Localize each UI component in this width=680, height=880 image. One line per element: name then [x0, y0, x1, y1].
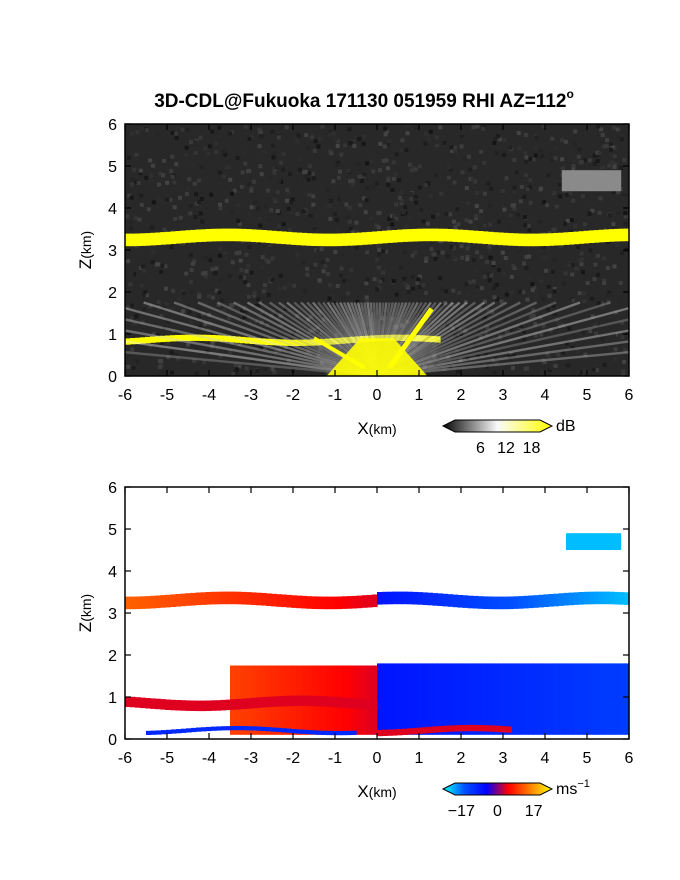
velocity-feature-layer-4 [125, 695, 378, 712]
velocity-y-tick-label: 3 [108, 606, 117, 623]
snr-y-tick-label: 0 [108, 369, 117, 386]
snr-x-tick-label: 2 [457, 387, 466, 404]
snr-x-axis-unit: (km) [369, 421, 397, 437]
velocity-x-axis-label: X(km) [357, 782, 396, 801]
snr-y-axis: 0 1 2 3 4 5 6 [108, 117, 629, 386]
velocity-x-tick-label: 3 [499, 750, 508, 767]
velocity-colorbar: ms−1 −17 0 17 [441, 778, 590, 820]
velocity-x-tick-label: 1 [415, 750, 424, 767]
snr-colorbar-tick-label: 18 [523, 440, 541, 457]
snr-x-tick-label: 0 [373, 387, 382, 404]
snr-y-tick-label: 6 [108, 117, 117, 134]
snr-colorbar-unit: dB [556, 418, 576, 435]
velocity-x-tick-label: -4 [202, 750, 216, 767]
snr-x-tick-label: -2 [286, 387, 300, 404]
velocity-x-tick-label: 4 [541, 750, 550, 767]
velocity-x-tick-label: 5 [583, 750, 592, 767]
snr-feature-layer-0 [125, 228, 630, 247]
velocity-feature-layer-6 [146, 726, 357, 736]
velocity-x-axis-unit: (km) [369, 784, 397, 800]
velocity-feature-region-3 [377, 663, 630, 735]
snr-image [124, 124, 630, 378]
snr-x-tick-label: -1 [328, 387, 342, 404]
velocity-feature-layer-1 [377, 591, 630, 610]
velocity-y-tick-label: 1 [108, 690, 117, 707]
snr-x-tick-label: -4 [202, 387, 216, 404]
snr-x-tick-label: 1 [415, 387, 424, 404]
snr-x-tick-label: 5 [583, 387, 592, 404]
snr-colorbar-tick-label: 6 [476, 440, 485, 457]
snr-x-axis-label: X(km) [357, 419, 396, 438]
velocity-colorbar-tick-label: −17 [448, 803, 475, 820]
snr-y-tick-label: 3 [108, 243, 117, 260]
snr-y-tick-label: 5 [108, 159, 117, 176]
velocity-feature-layer-0 [125, 591, 378, 610]
velocity-colorbar-bar [441, 782, 554, 796]
velocity-y-axis-label: Z(km) [76, 594, 95, 632]
velocity-y-tick-label: 5 [108, 522, 117, 539]
velocity-x-tick-label: -3 [244, 750, 258, 767]
snr-y-axis-label: Z(km) [76, 231, 95, 269]
snr-colorbar-bar [441, 419, 554, 433]
snr-x-tick-label: 3 [499, 387, 508, 404]
velocity-x-tick-label: -5 [160, 750, 174, 767]
snr-y-axis-unit: (km) [78, 231, 94, 259]
snr-colorbar-tick-label: 12 [497, 440, 515, 457]
velocity-x-tick-label: -2 [286, 750, 300, 767]
velocity-feature-layer-5 [377, 724, 512, 737]
velocity-x-tick-label: -6 [118, 750, 132, 767]
velocity-feature-patch-7 [566, 533, 622, 550]
snr-x-tick-label: -3 [244, 387, 258, 404]
snr-y-tick-label: 2 [108, 285, 117, 302]
velocity-y-tick-label: 0 [108, 732, 117, 749]
velocity-colorbar-tick-label: 0 [493, 803, 502, 820]
velocity-y-axis-unit: (km) [78, 594, 94, 622]
velocity-colorbar-tick-label: 17 [525, 803, 543, 820]
snr-x-axis: -6 -5 -4 -3 -2 -1 0 1 2 3 4 5 6 [118, 124, 634, 404]
snr-feature-fan-2 [124, 301, 630, 378]
snr-x-tick-label: 6 [625, 387, 634, 404]
snr-noise [125, 124, 629, 376]
velocity-y-tick-label: 4 [108, 564, 117, 581]
figure-title: 3D-CDL@Fukuoka 171130 051959 RHI AZ=112o [154, 87, 574, 112]
velocity-colorbar-unit: ms−1 [556, 778, 590, 798]
velocity-x-axis: -6 -5 -4 -3 -2 -1 0 1 2 3 4 5 6 [118, 487, 634, 767]
velocity-x-tick-label: -1 [328, 750, 342, 767]
velocity-image [125, 487, 630, 739]
snr-x-tick-label: -6 [118, 387, 132, 404]
velocity-x-tick-label: 2 [457, 750, 466, 767]
snr-colorbar: dB 6 12 18 [441, 418, 576, 457]
title-superscript: o [566, 87, 573, 101]
snr-x-tick-label: 4 [541, 387, 550, 404]
snr-x-tick-label: -5 [160, 387, 174, 404]
velocity-x-tick-label: 0 [373, 750, 382, 767]
velocity-y-tick-label: 2 [108, 648, 117, 665]
snr-y-tick-label: 1 [108, 327, 117, 344]
velocity-y-tick-label: 6 [108, 480, 117, 497]
velocity-x-tick-label: 6 [625, 750, 634, 767]
snr-feature-patch-3 [561, 170, 622, 192]
snr-y-tick-label: 4 [108, 201, 117, 218]
velocity-y-axis: 0 1 2 3 4 5 6 [108, 480, 629, 749]
